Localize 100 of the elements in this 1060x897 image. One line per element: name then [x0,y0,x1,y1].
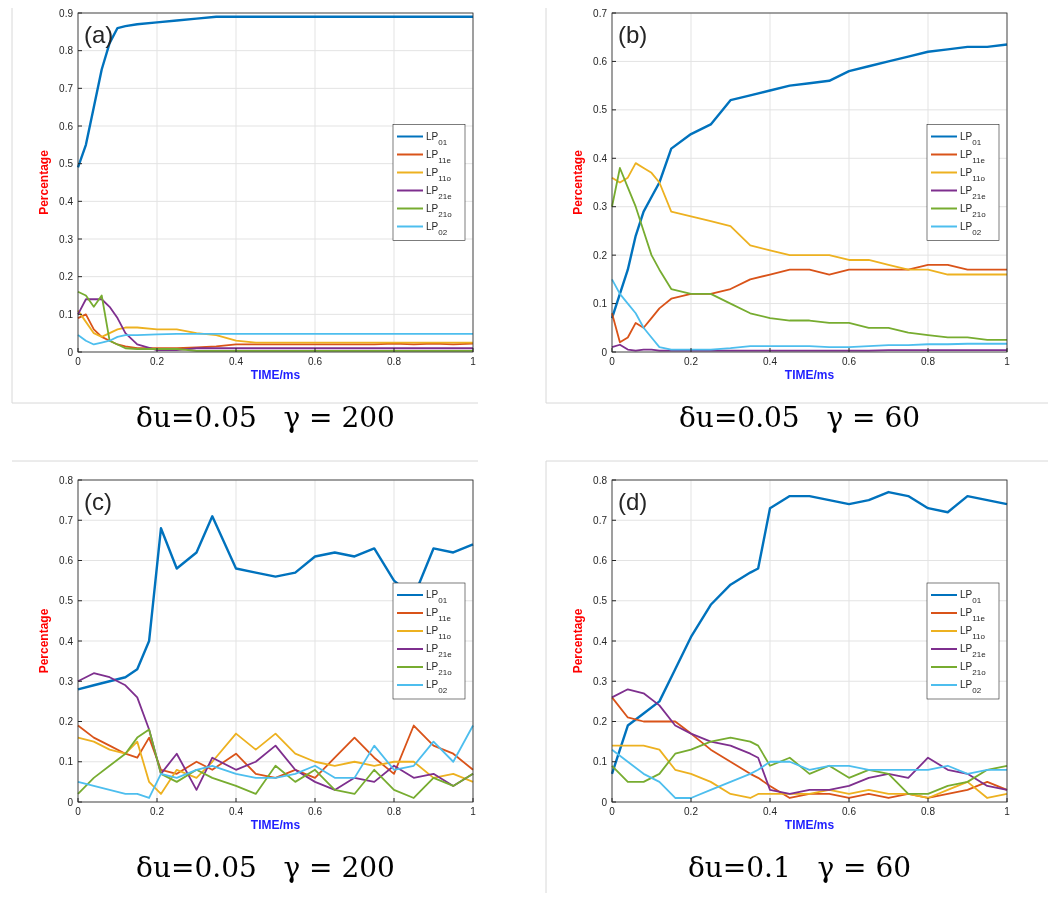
x-tick-label: 0 [609,356,616,367]
x-tick-label: 1 [470,356,477,367]
legend-label: LP$_{02}$ [960,679,982,695]
y-tick-label: 0.2 [59,271,74,283]
y-tick-label: 0.1 [593,298,608,310]
legend-label: LP$_{21e}$ [426,643,453,659]
annotation: (d) [618,488,648,515]
x-tick-label: 0.2 [684,806,699,817]
legend-label: LP$_{21e}$ [960,184,987,200]
x-tick-label: 0.2 [150,356,165,367]
y-tick-label: 0.8 [593,474,608,486]
y-tick-label: 0.3 [593,201,608,213]
x-tick-label: 1 [470,806,477,817]
y-axis-title: Percentage [571,608,585,674]
y-tick-label: 0.8 [59,474,74,486]
line-series [611,167,1008,341]
line-series [76,515,475,691]
legend-label: LP$_{02}$ [960,220,982,236]
x-tick-label: 0.6 [308,806,323,817]
y-tick-label: 0.7 [593,514,608,526]
y-tick-label: 0.6 [59,120,74,132]
y-tick-label: 0.5 [593,595,608,607]
y-tick-label: 0.3 [59,675,74,687]
legend-label: LP$_{11o}$ [426,166,452,182]
x-tick-label: 1 [1004,806,1011,817]
x-tick-label: 0.4 [229,356,244,367]
y-axis-title: Percentage [571,149,585,215]
text: δu=0.05 γ = 200 [136,401,395,434]
annotation: (b) [618,21,648,48]
y-tick-label: 0.6 [59,555,74,566]
legend-label: LP$_{21o}$ [960,202,987,218]
y-tick-label: 0.3 [59,233,74,245]
y-axis-title: Percentage [37,149,51,215]
legend-label: LP$_{11o}$ [960,166,986,182]
y-tick-label: 0.5 [59,595,74,607]
text: δu=0.05 γ = 200 [136,851,395,884]
x-tick-label: 0.6 [842,806,857,817]
legend-label: LP$_{11e}$ [960,148,986,164]
y-tick-label: 0.2 [593,249,608,261]
legend-label: LP$_{11e}$ [960,607,986,623]
legend-label: LP$_{21e}$ [960,643,987,659]
x-tick-label: 0.6 [308,356,323,367]
legend-label: LP$_{21o}$ [426,661,453,677]
x-tick-label: 0.8 [387,356,402,367]
x-tick-label: 0.6 [842,356,857,367]
legend-label: LP$_{01}$ [960,130,982,146]
y-tick-label: 0 [601,796,608,808]
text: δu=0.05 γ = 60 [678,401,921,434]
legend-label: LP$_{02}$ [426,679,448,695]
y-tick-label: 0.7 [59,514,74,526]
y-tick-label: 0.6 [593,55,608,67]
x-tick-label: 0 [75,806,82,817]
line-series [611,736,1008,795]
annotation: (c) [84,488,112,515]
y-tick-label: 0 [601,346,608,358]
x-axis-title: TIME/ms [784,818,835,832]
x-tick-label: 0.8 [921,806,936,817]
legend-label: LP$_{11e}$ [426,148,452,164]
x-tick-label: 0.2 [684,356,699,367]
line-series [77,333,474,346]
legend-label: LP$_{11o}$ [960,625,986,641]
y-tick-label: 0.3 [593,675,608,687]
legend-label: LP$_{11o}$ [426,625,452,641]
line-series [611,162,1008,276]
x-tick-label: 0.4 [229,806,244,817]
line-series [610,490,1009,776]
text: δu=0.1 γ = 60 [687,851,912,884]
legend-label: LP$_{21o}$ [426,202,453,218]
y-tick-label: 0.7 [59,82,74,94]
annotation: (a) [84,21,114,48]
legend-label: LP$_{01}$ [960,589,982,605]
y-tick-label: 0.1 [59,308,74,320]
y-tick-label: 0.4 [59,195,74,207]
x-axis-title: TIME/ms [784,368,835,382]
legend-label: LP$_{11e}$ [426,607,452,623]
y-tick-label: 0.7 [593,7,608,19]
y-tick-label: 0 [67,796,74,808]
x-tick-label: 1 [1004,356,1011,367]
legend-label: LP$_{01}$ [426,130,448,146]
y-tick-label: 0.9 [59,7,74,19]
y-tick-label: 0.1 [59,756,74,768]
y-tick-label: 0 [67,346,74,358]
x-tick-label: 0 [609,806,616,817]
y-tick-label: 0.2 [593,716,608,727]
line-series [77,724,474,779]
y-axis-title: Percentage [37,608,51,674]
x-tick-label: 0 [75,356,82,367]
x-tick-label: 0.4 [763,356,778,367]
x-axis-title: TIME/ms [250,818,301,832]
legend-label: LP$_{01}$ [426,589,448,605]
y-tick-label: 0.5 [593,104,608,116]
legend-label: LP$_{21o}$ [960,661,987,677]
y-tick-label: 0.4 [593,152,608,164]
legend-label: LP$_{02}$ [426,220,448,236]
y-tick-label: 0.1 [593,756,608,768]
x-tick-label: 0.8 [921,356,936,367]
y-tick-label: 0.5 [59,158,74,170]
y-tick-label: 0.8 [59,45,74,57]
line-series [611,263,1008,344]
x-tick-label: 0.8 [387,806,402,817]
